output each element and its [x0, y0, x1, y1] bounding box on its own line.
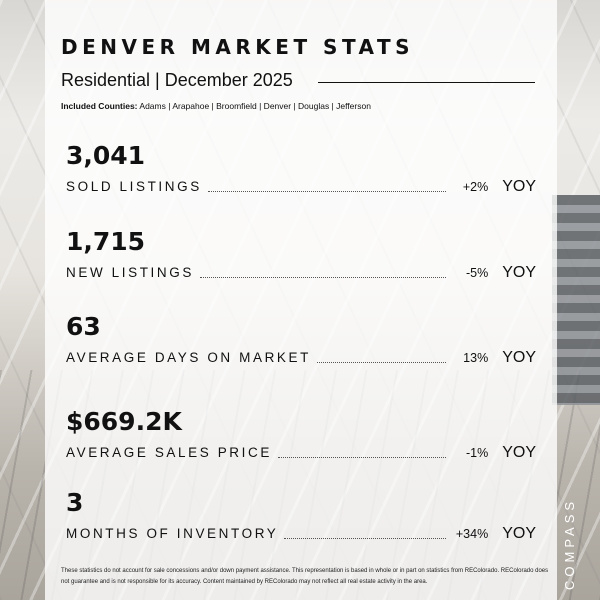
metric-value: $669.2K	[66, 407, 182, 436]
dotted-leader	[277, 457, 447, 458]
subtitle-divider	[318, 82, 535, 83]
metric-months-of-inventory: 3 MONTHS OF INVENTORY +34% YOY	[66, 488, 536, 548]
metric-value: 3,041	[66, 141, 146, 170]
compass-logo: COMPASS	[562, 497, 577, 590]
metric-yoy: YOY	[502, 444, 536, 461]
dotted-leader	[284, 538, 447, 539]
included-counties: Included Counties: Adams | Arapahoe | Br…	[61, 101, 371, 111]
metric-label: MONTHS OF INVENTORY	[66, 526, 279, 541]
metric-value: 1,715	[66, 227, 146, 256]
metric-change: +34%	[455, 527, 489, 541]
metric-label: NEW LISTINGS	[66, 265, 194, 280]
metric-label: AVERAGE SALES PRICE	[66, 445, 272, 460]
metric-new-listings: 1,715 NEW LISTINGS -5% YOY	[66, 227, 536, 287]
metric-average-sales-price: $669.2K AVERAGE SALES PRICE -1% YOY	[66, 407, 536, 467]
disclaimer-text: These statistics do not account for sale…	[61, 568, 549, 585]
background-building	[552, 195, 600, 405]
counties-list: Adams | Arapahoe | Broomfield | Denver |…	[139, 101, 371, 111]
metric-label: SOLD LISTINGS	[66, 179, 202, 194]
dotted-leader	[317, 362, 447, 363]
metric-value: 63	[66, 312, 101, 341]
stats-panel	[45, 0, 557, 600]
dotted-leader	[199, 277, 447, 278]
metric-yoy: YOY	[502, 178, 536, 195]
metric-value: 3	[66, 488, 84, 517]
page-title: DENVER MARKET STATS	[61, 35, 415, 59]
metric-label: AVERAGE DAYS ON MARKET	[66, 350, 311, 365]
metric-yoy: YOY	[502, 349, 536, 366]
metric-yoy: YOY	[502, 264, 536, 281]
page-subtitle: Residential | December 2025	[61, 70, 293, 90]
metric-average-days-on-market: 63 AVERAGE DAYS ON MARKET 13% YOY	[66, 312, 536, 372]
metric-yoy: YOY	[502, 525, 536, 542]
metric-change: +2%	[462, 180, 489, 194]
counties-label: Included Counties:	[61, 101, 138, 111]
dotted-leader	[207, 191, 447, 192]
metric-change: 13%	[463, 351, 489, 365]
metric-change: -1%	[465, 446, 489, 460]
metric-sold-listings: 3,041 SOLD LISTINGS +2% YOY	[66, 141, 536, 201]
metric-change: -5%	[465, 266, 489, 280]
